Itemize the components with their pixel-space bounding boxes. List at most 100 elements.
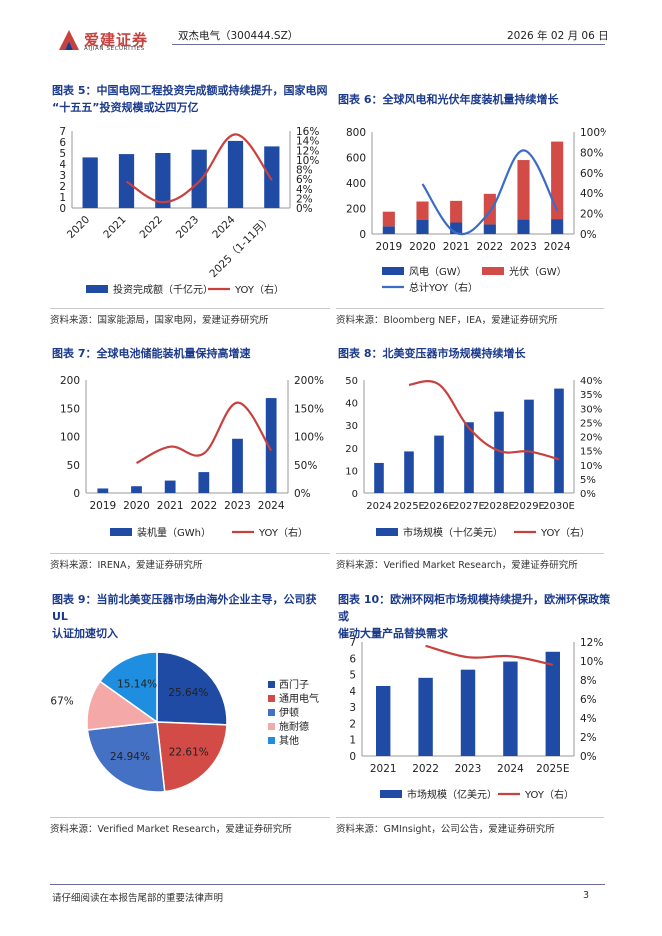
f10-title: 图表 10：欧洲环网柜市场规模持续提升，欧洲环保政策或 催动大量产品替换需求 — [338, 591, 618, 642]
f5-ytick: 7 — [59, 126, 66, 138]
f6-bar-a — [416, 219, 429, 234]
f10-legend-swatch — [380, 790, 402, 798]
f7-bar-a — [232, 438, 243, 493]
f5-xtick: 2022 — [138, 214, 165, 241]
f10-bar-a — [545, 651, 561, 756]
f10-y2tick: 4% — [580, 713, 597, 725]
company-name-en: AIJIAN SECURITIES — [84, 46, 145, 52]
f5-bar-a — [264, 146, 280, 208]
f6-bar-a — [450, 222, 463, 234]
f10-xtick: 2024 — [497, 763, 524, 775]
f7-bar-a — [131, 486, 142, 493]
f7-xtick: 2023 — [224, 500, 251, 512]
f6-legend-swatch — [482, 267, 504, 275]
f10-legend-label: 市场规模（亿美元） — [407, 788, 497, 801]
f5-ytick: 6 — [59, 137, 66, 149]
f9-sep — [50, 817, 330, 818]
f8-bar-a — [524, 399, 534, 493]
f7-bar-a — [265, 398, 277, 493]
f8-y2tick: 5% — [580, 475, 596, 486]
f5-yoy-line — [125, 133, 273, 204]
f9-legend-swatch — [268, 737, 275, 744]
f9-title: 图表 9：当前北美变压器市场由海外企业主导，公司获 UL 认证加速切入 — [52, 591, 332, 642]
f7-xtick: 2019 — [89, 500, 116, 512]
f6-source: 资料来源：Bloomberg NEF，IEA，爱建证券研究所 — [336, 315, 558, 326]
f6-bar-a — [551, 219, 564, 234]
f5-title-line1: 图表 5：中国电网工程投资完成额或持续提升，国家电网 — [52, 84, 328, 97]
f8-y2tick: 35% — [580, 390, 602, 401]
f5-source: 资料来源：国家能源局，国家电网，爱建证券研究所 — [50, 315, 269, 326]
f7-yoy-line — [135, 401, 273, 465]
f7-title: 图表 7：全球电池储能装机量保持高增速 — [52, 347, 251, 360]
f10-y2tick: 6% — [580, 694, 597, 706]
f10-y2tick: 8% — [580, 675, 597, 687]
f7-xtick: 2021 — [157, 500, 184, 512]
f9-legend-label: 施耐德 — [279, 720, 309, 733]
f10-ytick: 5 — [349, 670, 356, 682]
f7-ytick: 100 — [60, 432, 80, 444]
f6-y2tick: 0% — [580, 229, 597, 241]
f7-legend-swatch — [110, 528, 132, 536]
f8-xtick: 2024 — [366, 501, 391, 512]
f8-sep — [336, 553, 604, 554]
f10-xtick: 2025E — [536, 763, 569, 775]
f8-xtick: 2029E — [513, 501, 545, 512]
f6-legend-label: 风电（GW） — [409, 265, 467, 278]
f7-legend-label: YOY（右） — [258, 526, 308, 539]
f7-ytick: 50 — [67, 460, 80, 472]
f7-bar-a — [198, 472, 210, 493]
f5-xtick: 2021 — [101, 214, 128, 241]
f9-slice-1 — [156, 721, 228, 793]
f6-bar-b — [517, 160, 530, 220]
f5-xtick: 2024 — [210, 213, 238, 241]
f10-title-line2: 催动大量产品替换需求 — [338, 627, 448, 640]
f9-legend-swatch — [268, 709, 275, 716]
f5-y2tick: 4% — [296, 184, 313, 196]
page-number: 3 — [583, 890, 590, 901]
f6-bar-a — [382, 226, 395, 234]
f8-xtick: 2026E — [423, 501, 455, 512]
f8-legend-swatch — [376, 528, 398, 536]
f5-bar-a — [227, 140, 244, 208]
f6-ytick: 0 — [359, 229, 366, 241]
logo-icon — [59, 30, 79, 50]
f10-legend-label: YOY（右） — [524, 788, 574, 801]
f5-ytick: 1 — [59, 192, 66, 204]
footer-rule — [50, 884, 605, 885]
f7-y2tick: 150% — [294, 403, 324, 415]
f6-yoy-line — [421, 149, 559, 236]
f10-chart: 0 1 2 3 4 5 6 7 0% 2% 4% 6% 8% 10% 12% 2021 2022 2023 2024… — [349, 637, 603, 801]
f6-bar-a — [517, 219, 530, 234]
f5-ytick: 5 — [59, 148, 66, 160]
f5-bar-a — [155, 153, 171, 208]
f8-xtick: 2030E — [543, 501, 575, 512]
f10-ytick: 3 — [349, 702, 356, 714]
f9-legend-label: 通用电气 — [279, 692, 319, 705]
f8-y2tick: 25% — [580, 418, 602, 429]
f6-y2tick: 20% — [580, 209, 603, 221]
f7-ytick: 200 — [60, 375, 80, 387]
f6-y2tick: 80% — [580, 147, 603, 159]
f8-title: 图表 8：北美变压器市场规模持续增长 — [338, 347, 526, 360]
f5-ytick: 3 — [59, 170, 66, 182]
f5-legend-swatch — [86, 285, 108, 293]
f6-xtick: 2021 — [443, 241, 470, 253]
f10-xtick: 2023 — [455, 763, 482, 775]
f7-ytick: 0 — [73, 488, 80, 500]
f10-bar-a — [503, 661, 518, 756]
f10-bar-a — [375, 685, 391, 756]
f9-slice-label-3: 11.67% — [50, 695, 74, 707]
f5-y2tick: 16% — [296, 126, 319, 138]
f5-bar-a — [191, 149, 207, 208]
f9-source: 资料来源：Verified Market Research，爱建证券研究所 — [50, 824, 292, 835]
f8-chart: 0 10 20 30 40 50 0% 5% 10% 15% 20% 25% 30% 35% 40% 2024… — [345, 376, 602, 539]
header-rule — [172, 44, 605, 45]
f9-slice-0 — [156, 651, 228, 726]
f10-title-line1: 图表 10：欧洲环网柜市场规模持续提升，欧洲环保政策或 — [338, 593, 611, 623]
f8-ytick: 20 — [345, 444, 358, 455]
f10-y2tick: 12% — [580, 637, 603, 649]
f7-sep — [50, 553, 330, 554]
f6-ytick: 600 — [346, 153, 366, 165]
f8-bar-a — [554, 388, 564, 493]
